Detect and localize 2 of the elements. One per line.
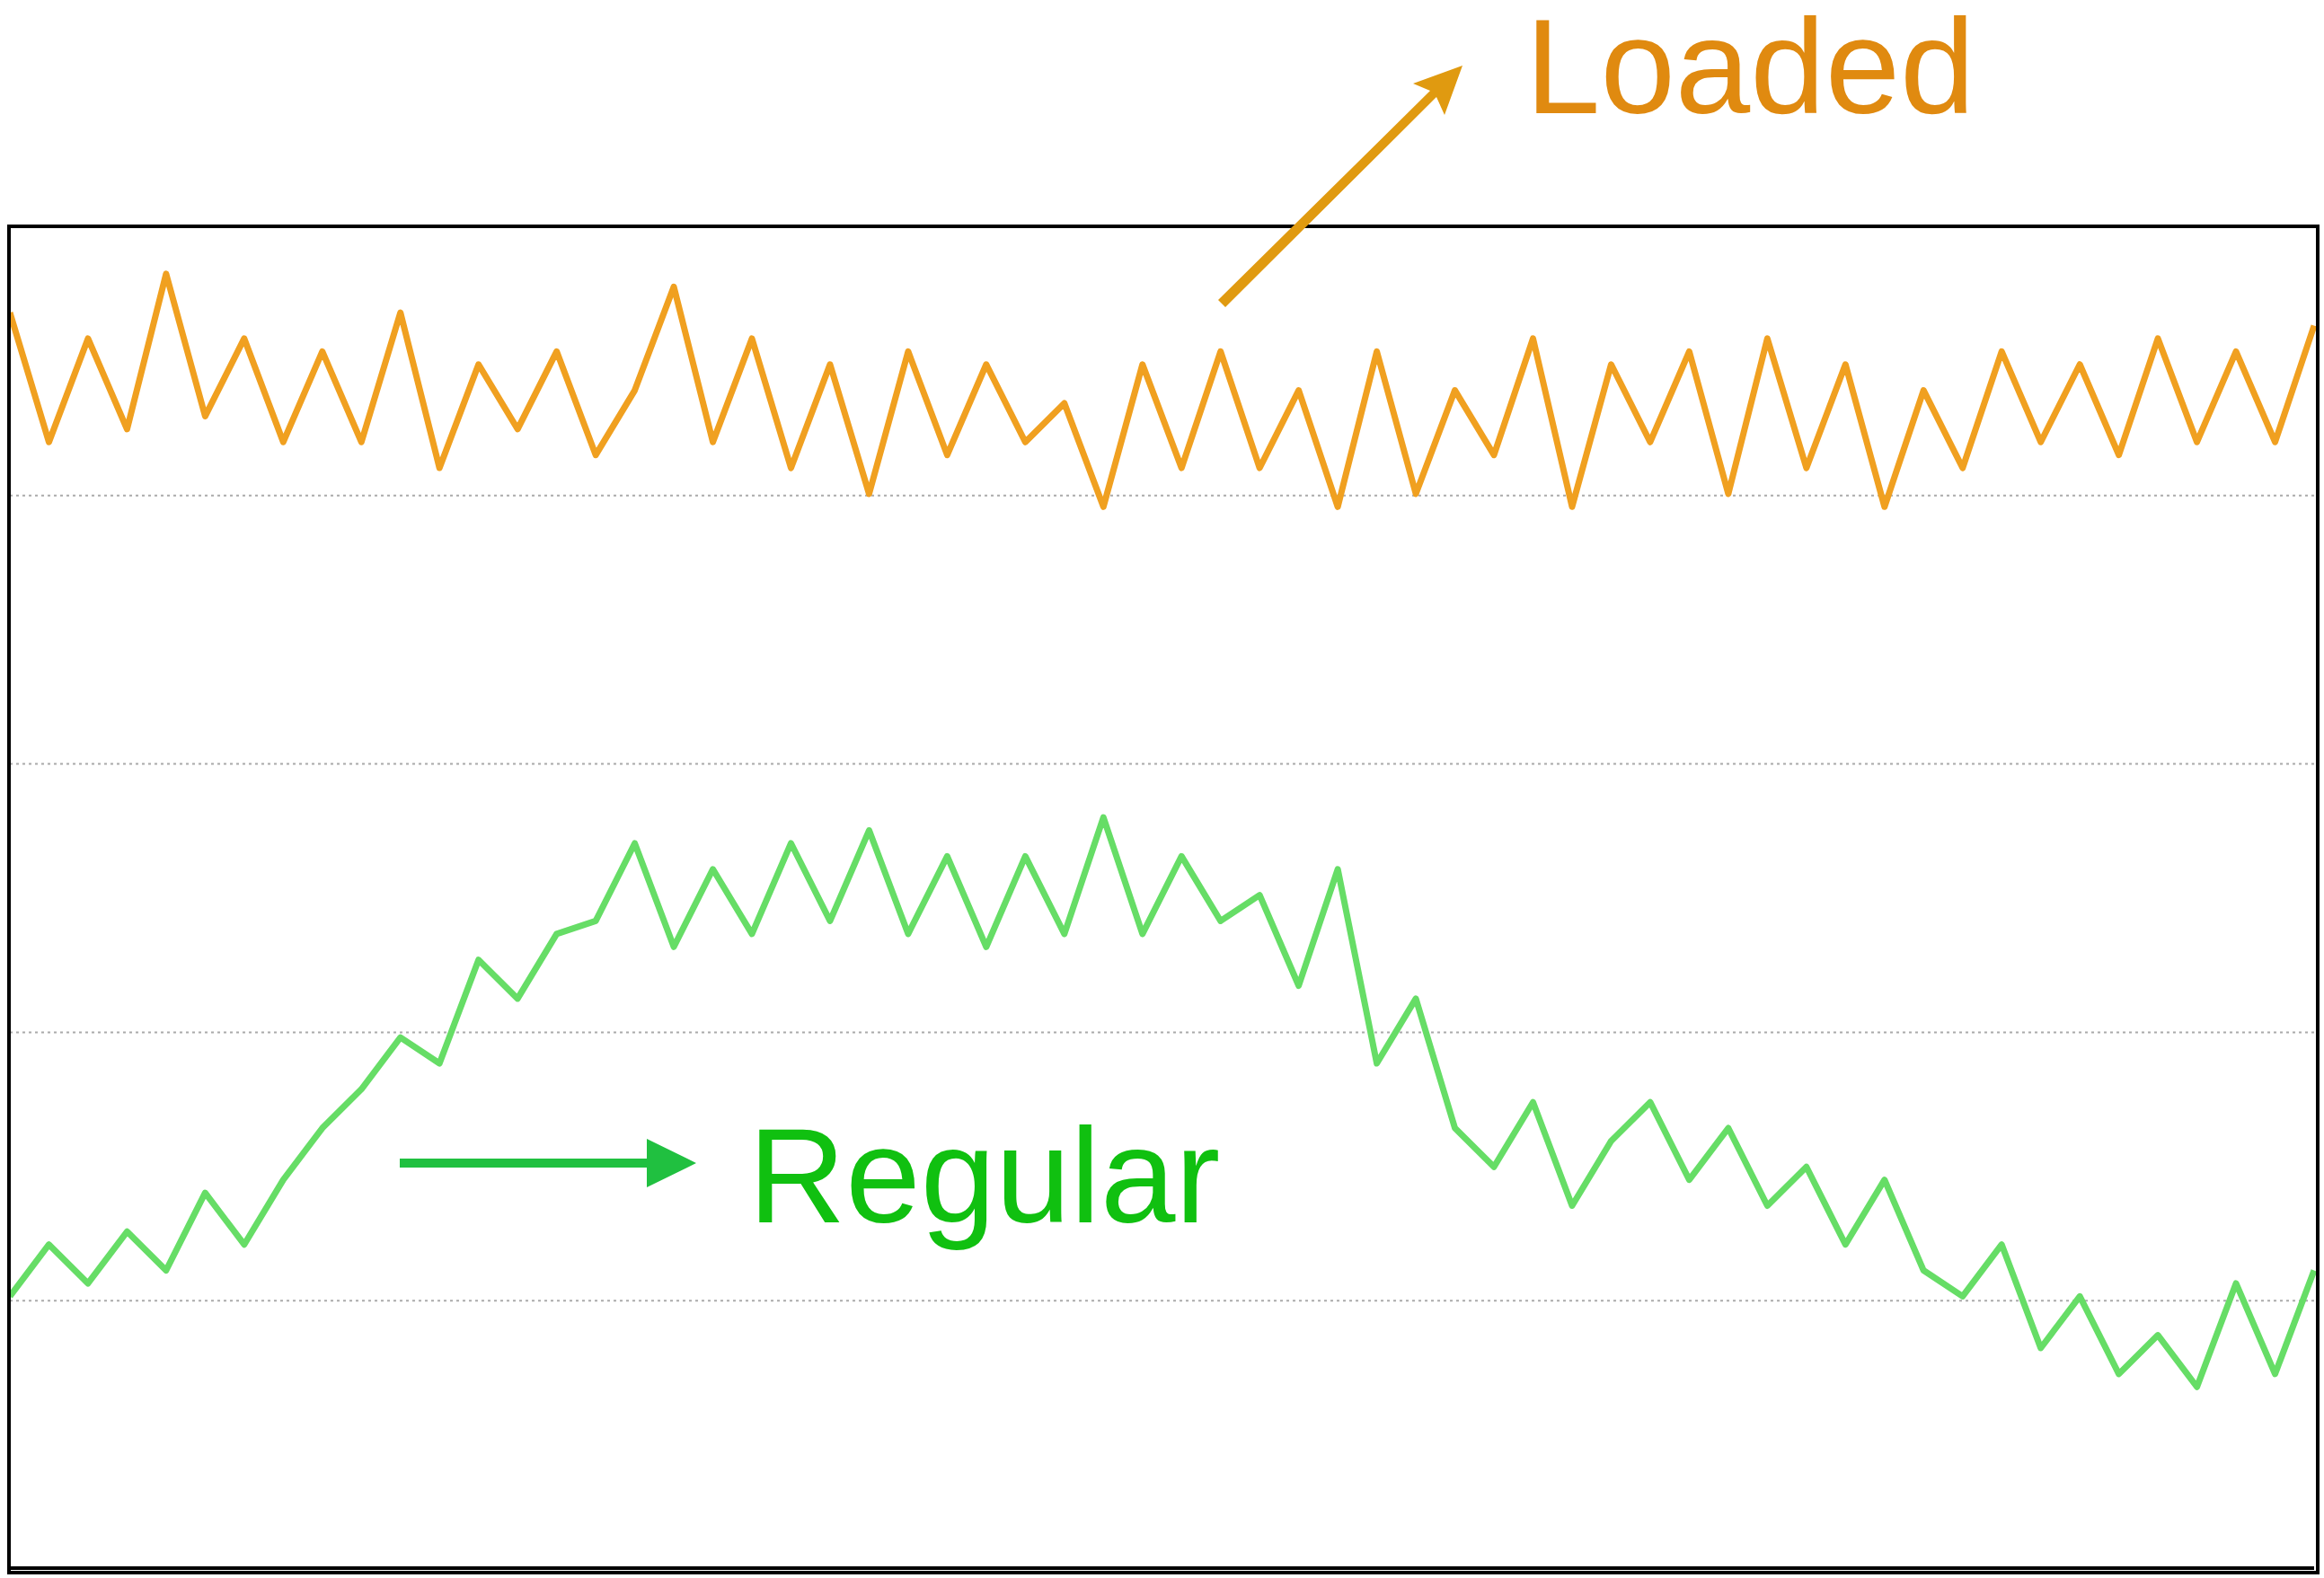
annotation: Regular [748,1099,1221,1253]
text: Loaded [1525,0,1975,144]
